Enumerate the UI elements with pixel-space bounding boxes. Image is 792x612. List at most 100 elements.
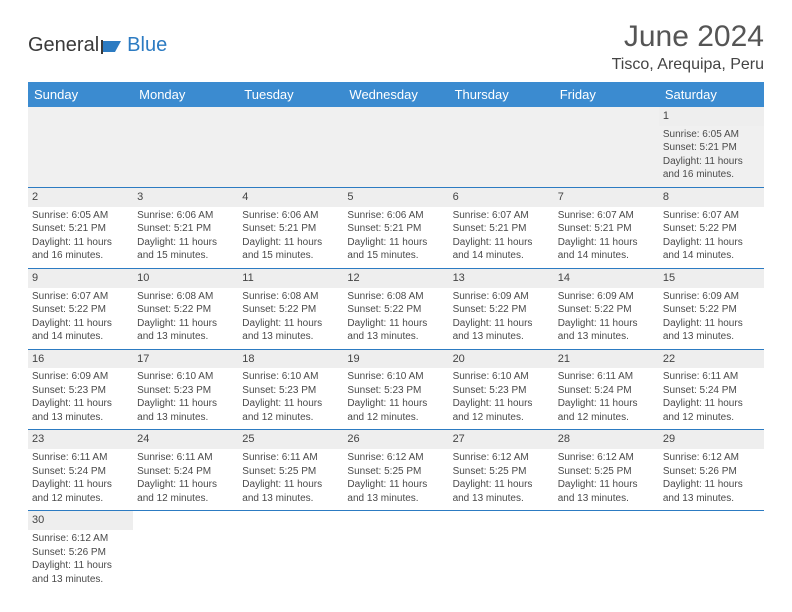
- cell-line: Sunrise: 6:10 AM: [453, 370, 550, 384]
- calendar-body: 1Sunrise: 6:05 AMSunset: 5:21 PMDaylight…: [28, 107, 764, 591]
- day-number: 24: [133, 430, 238, 449]
- cell-line: and 13 minutes.: [242, 330, 339, 344]
- cell-line: Sunset: 5:22 PM: [32, 303, 129, 317]
- day-number: 18: [238, 350, 343, 369]
- cell-line: Daylight: 11 hours: [137, 478, 234, 492]
- cell-line: Daylight: 11 hours: [663, 397, 760, 411]
- day-number: 23: [28, 430, 133, 449]
- day-number: 28: [554, 430, 659, 449]
- day-number: 2: [28, 188, 133, 207]
- cell-line: and 12 minutes.: [242, 411, 339, 425]
- day-number: 17: [133, 350, 238, 369]
- calendar-cell: [238, 511, 343, 591]
- cell-line: Sunset: 5:22 PM: [663, 222, 760, 236]
- cell-line: Daylight: 11 hours: [558, 317, 655, 331]
- cell-line: and 12 minutes.: [32, 492, 129, 506]
- calendar-cell: 29Sunrise: 6:12 AMSunset: 5:26 PMDayligh…: [659, 430, 764, 511]
- cell-line: Daylight: 11 hours: [137, 397, 234, 411]
- month-title: June 2024: [612, 20, 764, 54]
- cell-line: Sunset: 5:23 PM: [32, 384, 129, 398]
- cell-line: Daylight: 11 hours: [242, 236, 339, 250]
- cell-line: and 14 minutes.: [663, 249, 760, 263]
- calendar-row: 2Sunrise: 6:05 AMSunset: 5:21 PMDaylight…: [28, 187, 764, 268]
- cell-line: Daylight: 11 hours: [663, 236, 760, 250]
- day-number: 25: [238, 430, 343, 449]
- logo-text-1: General: [28, 34, 99, 57]
- cell-line: and 13 minutes.: [558, 330, 655, 344]
- cell-line: Sunrise: 6:10 AM: [242, 370, 339, 384]
- cell-line: Sunrise: 6:10 AM: [347, 370, 444, 384]
- cell-line: Sunset: 5:21 PM: [242, 222, 339, 236]
- cell-line: Daylight: 11 hours: [137, 317, 234, 331]
- calendar-cell: 30Sunrise: 6:12 AMSunset: 5:26 PMDayligh…: [28, 511, 133, 591]
- cell-line: Sunrise: 6:07 AM: [663, 209, 760, 223]
- calendar-cell: [659, 511, 764, 591]
- cell-line: and 13 minutes.: [663, 330, 760, 344]
- cell-line: Sunrise: 6:05 AM: [32, 209, 129, 223]
- cell-line: Sunset: 5:22 PM: [453, 303, 550, 317]
- cell-line: Daylight: 11 hours: [242, 478, 339, 492]
- day-number: 29: [659, 430, 764, 449]
- day-number: 4: [238, 188, 343, 207]
- cell-line: and 14 minutes.: [32, 330, 129, 344]
- cell-line: Sunset: 5:21 PM: [663, 141, 760, 155]
- day-number: 13: [449, 269, 554, 288]
- cell-line: Sunset: 5:23 PM: [347, 384, 444, 398]
- calendar-cell: 28Sunrise: 6:12 AMSunset: 5:25 PMDayligh…: [554, 430, 659, 511]
- calendar-header-row: SundayMondayTuesdayWednesdayThursdayFrid…: [28, 82, 764, 107]
- cell-line: Sunrise: 6:06 AM: [347, 209, 444, 223]
- calendar-cell: 1Sunrise: 6:05 AMSunset: 5:21 PMDaylight…: [659, 107, 764, 187]
- header: GeneralBlue June 2024 Tisco, Arequipa, P…: [28, 20, 764, 74]
- day-header: Thursday: [449, 82, 554, 107]
- cell-line: and 13 minutes.: [242, 492, 339, 506]
- calendar-cell: 19Sunrise: 6:10 AMSunset: 5:23 PMDayligh…: [343, 349, 448, 430]
- cell-line: Sunset: 5:22 PM: [242, 303, 339, 317]
- cell-line: Daylight: 11 hours: [137, 236, 234, 250]
- calendar-cell: 24Sunrise: 6:11 AMSunset: 5:24 PMDayligh…: [133, 430, 238, 511]
- calendar-cell: 20Sunrise: 6:10 AMSunset: 5:23 PMDayligh…: [449, 349, 554, 430]
- calendar-cell: 4Sunrise: 6:06 AMSunset: 5:21 PMDaylight…: [238, 187, 343, 268]
- cell-line: Sunrise: 6:05 AM: [663, 128, 760, 142]
- cell-line: and 13 minutes.: [453, 330, 550, 344]
- cell-line: and 15 minutes.: [242, 249, 339, 263]
- calendar-cell: 15Sunrise: 6:09 AMSunset: 5:22 PMDayligh…: [659, 268, 764, 349]
- cell-line: and 15 minutes.: [137, 249, 234, 263]
- cell-line: and 14 minutes.: [558, 249, 655, 263]
- cell-line: Sunrise: 6:07 AM: [32, 290, 129, 304]
- day-number: 16: [28, 350, 133, 369]
- cell-line: Daylight: 11 hours: [663, 478, 760, 492]
- day-header: Saturday: [659, 82, 764, 107]
- cell-line: and 12 minutes.: [453, 411, 550, 425]
- calendar-row: 16Sunrise: 6:09 AMSunset: 5:23 PMDayligh…: [28, 349, 764, 430]
- calendar-cell: [343, 511, 448, 591]
- day-header: Sunday: [28, 82, 133, 107]
- calendar-row: 23Sunrise: 6:11 AMSunset: 5:24 PMDayligh…: [28, 430, 764, 511]
- cell-line: Sunrise: 6:09 AM: [663, 290, 760, 304]
- cell-line: Daylight: 11 hours: [453, 317, 550, 331]
- cell-line: Sunrise: 6:11 AM: [558, 370, 655, 384]
- cell-line: and 13 minutes.: [32, 411, 129, 425]
- calendar-page: GeneralBlue June 2024 Tisco, Arequipa, P…: [0, 0, 792, 611]
- cell-line: Sunset: 5:24 PM: [137, 465, 234, 479]
- cell-line: Daylight: 11 hours: [32, 397, 129, 411]
- cell-line: Daylight: 11 hours: [347, 397, 444, 411]
- cell-line: and 15 minutes.: [347, 249, 444, 263]
- logo: GeneralBlue: [28, 20, 167, 57]
- cell-line: Daylight: 11 hours: [242, 397, 339, 411]
- cell-line: Daylight: 11 hours: [32, 236, 129, 250]
- calendar-cell: 3Sunrise: 6:06 AMSunset: 5:21 PMDaylight…: [133, 187, 238, 268]
- cell-line: Daylight: 11 hours: [453, 236, 550, 250]
- cell-line: Daylight: 11 hours: [558, 236, 655, 250]
- cell-line: Daylight: 11 hours: [453, 397, 550, 411]
- day-header: Friday: [554, 82, 659, 107]
- cell-line: Sunrise: 6:09 AM: [32, 370, 129, 384]
- cell-line: Sunset: 5:25 PM: [558, 465, 655, 479]
- calendar-cell: 2Sunrise: 6:05 AMSunset: 5:21 PMDaylight…: [28, 187, 133, 268]
- calendar-cell: 8Sunrise: 6:07 AMSunset: 5:22 PMDaylight…: [659, 187, 764, 268]
- cell-line: and 14 minutes.: [453, 249, 550, 263]
- day-number: 15: [659, 269, 764, 288]
- day-header: Wednesday: [343, 82, 448, 107]
- cell-line: Sunrise: 6:11 AM: [32, 451, 129, 465]
- calendar-table: SundayMondayTuesdayWednesdayThursdayFrid…: [28, 82, 764, 591]
- cell-line: Sunrise: 6:07 AM: [453, 209, 550, 223]
